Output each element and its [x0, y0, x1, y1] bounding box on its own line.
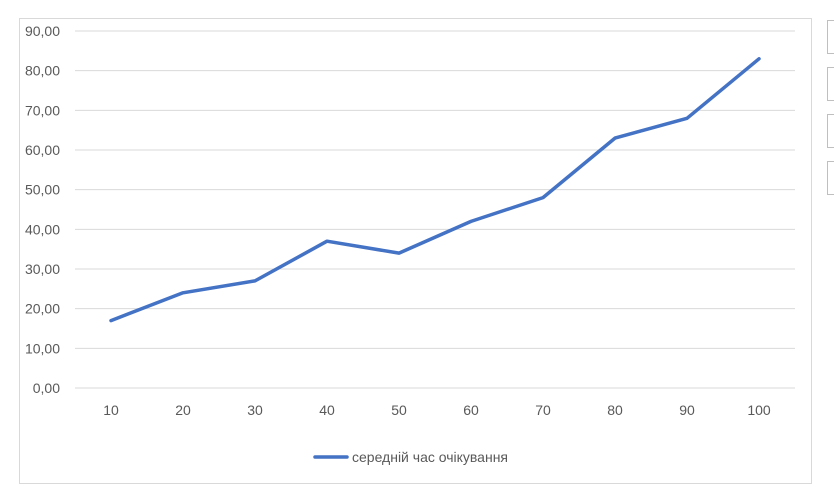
x-tick-label: 90	[679, 402, 695, 418]
series-layer	[109, 57, 761, 323]
y-tick-label: 70,00	[25, 102, 60, 118]
y-tick-label: 10,00	[25, 340, 60, 356]
chart-styles-button[interactable]	[827, 67, 834, 101]
x-tick-label: 40	[319, 402, 335, 418]
x-tick-label: 10	[103, 402, 119, 418]
x-tick-label: 70	[535, 402, 551, 418]
legend: середній час очікування	[313, 449, 508, 465]
chart-filters-button[interactable]	[827, 114, 834, 148]
x-tick-label: 100	[747, 402, 771, 418]
x-tick-label: 30	[247, 402, 263, 418]
x-tick-label: 80	[607, 402, 623, 418]
x-tick-label: 50	[391, 402, 407, 418]
y-axis-tick-labels: 0,00 10,00 20,00 30,00 40,00 50,00 60,00 70,00 8…	[25, 23, 60, 396]
x-axis-tick-labels: 10 20 30 40 50 60 70 80 90 100	[103, 402, 771, 418]
y-tick-label: 30,00	[25, 261, 60, 277]
x-tick-label: 60	[463, 402, 479, 418]
y-tick-label: 40,00	[25, 221, 60, 237]
y-tick-label: 20,00	[25, 301, 60, 317]
chart-elements-button[interactable]	[827, 20, 834, 54]
y-tick-label: 80,00	[25, 63, 60, 79]
legend-label: середній час очікування	[352, 449, 508, 465]
chart-options-button[interactable]	[827, 161, 834, 195]
y-tick-label: 50,00	[25, 182, 60, 198]
y-tick-label: 90,00	[25, 23, 60, 39]
x-tick-label: 20	[175, 402, 191, 418]
chart-area	[19, 18, 812, 484]
y-tick-label: 0,00	[33, 380, 60, 396]
gridlines	[75, 30, 795, 389]
series-line	[109, 57, 761, 323]
y-tick-label: 60,00	[25, 142, 60, 158]
